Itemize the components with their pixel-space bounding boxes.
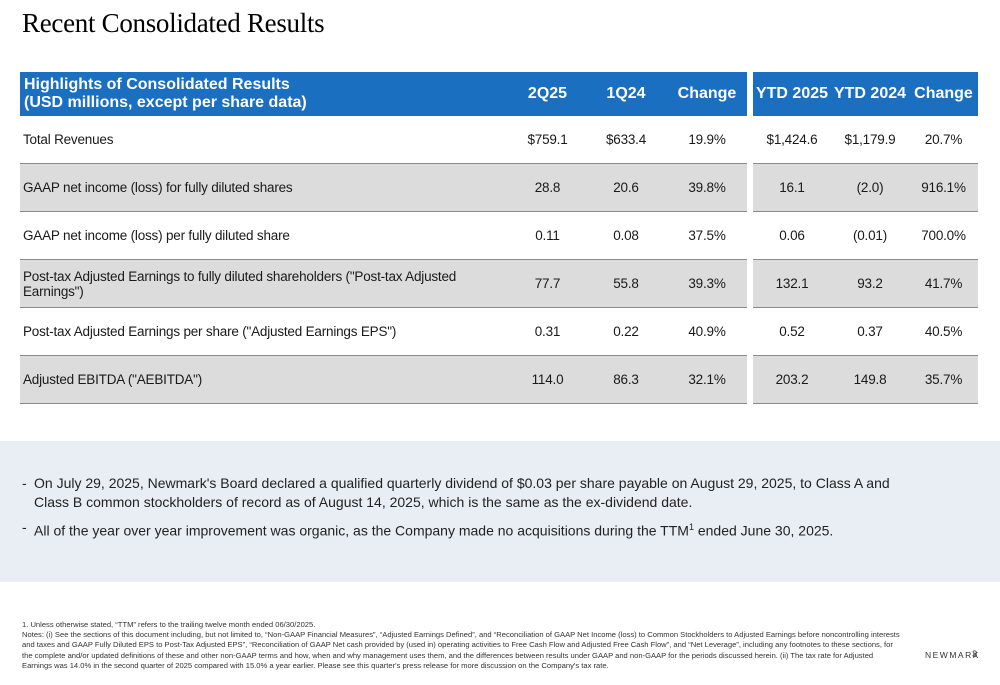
table-row: GAAP net income (loss) for fully diluted… — [20, 163, 978, 212]
column-gap — [747, 163, 753, 212]
table-row: GAAP net income (loss) per fully diluted… — [20, 211, 978, 260]
footnote-notes: Notes: (i) See the sections of this docu… — [22, 630, 900, 670]
cell-value: 39.3% — [667, 259, 747, 308]
row-label: Total Revenues — [20, 116, 510, 164]
table-row: Post-tax Adjusted Earnings to fully dilu… — [20, 259, 978, 308]
column-gap — [747, 355, 753, 404]
cell-value: 0.08 — [585, 211, 667, 260]
header-label-line2: (USD millions, except per share data) — [24, 94, 307, 111]
cell-value: 41.7% — [909, 259, 978, 308]
cell-value: $759.1 — [510, 116, 585, 164]
cell-value: (2.0) — [831, 163, 909, 212]
cell-value: $1,424.6 — [753, 116, 831, 164]
organic-growth-text: All of the year over year improvement wa… — [22, 518, 922, 541]
table-header-row: Highlights of Consolidated Results (USD … — [20, 72, 978, 116]
table-header-label: Highlights of Consolidated Results (USD … — [20, 72, 510, 116]
cell-value: 35.7% — [909, 355, 978, 404]
organic-growth-text-end: ended June 30, 2025. — [693, 522, 834, 539]
footnotes: 1. Unless otherwise stated, “TTM” refers… — [22, 620, 902, 671]
cell-value: 700.0% — [909, 211, 978, 260]
organic-growth-text-start: All of the year over year improvement wa… — [34, 522, 689, 539]
cell-value: 0.31 — [510, 307, 585, 356]
header-label-line1: Highlights of Consolidated Results — [24, 76, 290, 93]
column-gap — [747, 259, 753, 308]
table-row: Adjusted EBITDA ("AEBITDA") 114.0 86.3 3… — [20, 355, 978, 404]
cell-value: 0.37 — [831, 307, 909, 356]
row-label: Post-tax Adjusted Earnings to fully dilu… — [20, 259, 510, 308]
cell-value: 93.2 — [831, 259, 909, 308]
cell-value: 28.8 — [510, 163, 585, 212]
cell-value: 77.7 — [510, 259, 585, 308]
cell-value: 149.8 — [831, 355, 909, 404]
row-label: Post-tax Adjusted Earnings per share ("A… — [20, 307, 510, 356]
footnote-ttm: 1. Unless otherwise stated, “TTM” refers… — [22, 620, 316, 629]
col-header-ytd-2024: YTD 2024 — [831, 72, 909, 116]
cell-value: 37.5% — [667, 211, 747, 260]
bullet-dash: - — [22, 519, 27, 535]
cell-value: 39.8% — [667, 163, 747, 212]
col-header-2q25: 2Q25 — [510, 72, 585, 116]
col-header-change-ytd: Change — [909, 72, 978, 116]
organic-growth-bullet: - All of the year over year improvement … — [22, 518, 922, 541]
cell-value: 19.9% — [667, 116, 747, 164]
cell-value: 40.9% — [667, 307, 747, 356]
cell-value: 0.52 — [753, 307, 831, 356]
notes-panel: - On July 29, 2025, Newmark's Board decl… — [0, 441, 1000, 582]
page-number: 3 — [972, 649, 978, 660]
cell-value: 20.7% — [909, 116, 978, 164]
column-gap — [747, 72, 753, 116]
col-header-1q24: 1Q24 — [585, 72, 667, 116]
results-table: Highlights of Consolidated Results (USD … — [20, 72, 978, 404]
cell-value: 32.1% — [667, 355, 747, 404]
cell-value: 40.5% — [909, 307, 978, 356]
table-row: Total Revenues $759.1 $633.4 19.9% $1,42… — [20, 116, 978, 164]
row-label: Adjusted EBITDA ("AEBITDA") — [20, 355, 510, 404]
cell-value: 0.06 — [753, 211, 831, 260]
column-gap — [747, 116, 753, 164]
col-header-change-quarter: Change — [667, 72, 747, 116]
cell-value: 916.1% — [909, 163, 978, 212]
bullet-dash: - — [22, 475, 27, 491]
cell-value: $1,179.9 — [831, 116, 909, 164]
column-gap — [747, 307, 753, 356]
cell-value: (0.01) — [831, 211, 909, 260]
dividend-bullet: - On July 29, 2025, Newmark's Board decl… — [22, 474, 922, 512]
brand-logo: NEWMARK — [925, 650, 980, 660]
table-row: Post-tax Adjusted Earnings per share ("A… — [20, 307, 978, 356]
footnote-ref: 1 — [688, 522, 694, 532]
cell-value: 0.11 — [510, 211, 585, 260]
cell-value: 0.22 — [585, 307, 667, 356]
row-label: GAAP net income (loss) for fully diluted… — [20, 163, 510, 212]
column-gap — [747, 211, 753, 260]
cell-value: 20.6 — [585, 163, 667, 212]
cell-value: 132.1 — [753, 259, 831, 308]
cell-value: $633.4 — [585, 116, 667, 164]
cell-value: 86.3 — [585, 355, 667, 404]
cell-value: 203.2 — [753, 355, 831, 404]
page-title: Recent Consolidated Results — [22, 8, 325, 38]
row-label: GAAP net income (loss) per fully diluted… — [20, 211, 510, 260]
cell-value: 16.1 — [753, 163, 831, 212]
col-header-ytd-2025: YTD 2025 — [753, 72, 831, 116]
dividend-text: On July 29, 2025, Newmark's Board declar… — [34, 475, 890, 510]
cell-value: 55.8 — [585, 259, 667, 308]
cell-value: 114.0 — [510, 355, 585, 404]
